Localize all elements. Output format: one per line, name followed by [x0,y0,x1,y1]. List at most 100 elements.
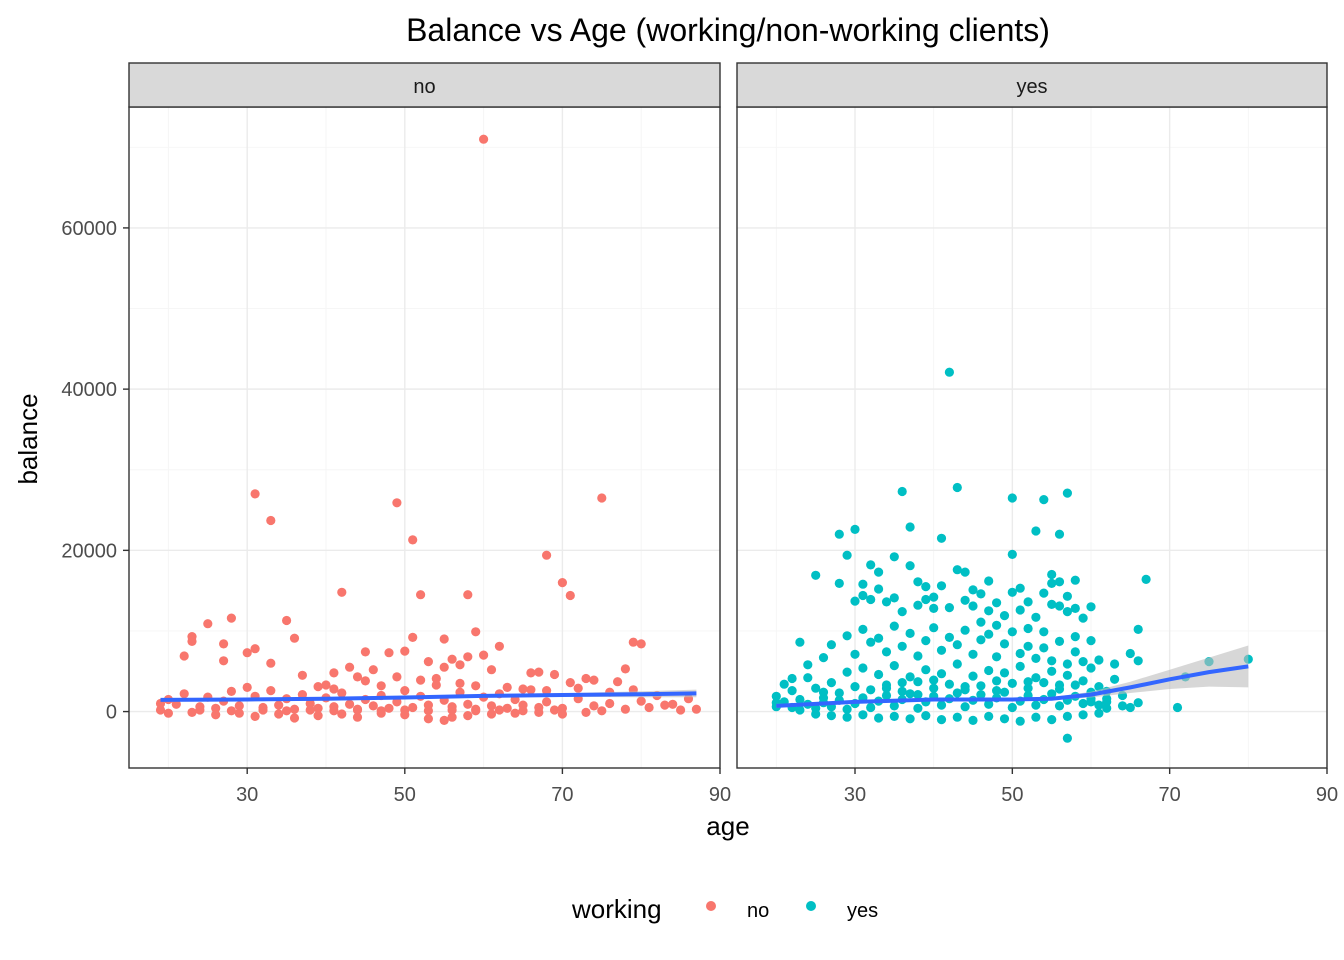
data-point [234,708,244,718]
points-yes [771,367,1253,743]
data-point [518,684,528,694]
data-point [952,482,962,493]
data-point [289,713,300,723]
data-point [250,644,260,654]
data-point [400,686,410,696]
data-point [992,620,1002,630]
data-point [219,656,229,666]
data-point [1078,710,1088,720]
data-point [1031,612,1041,622]
data-point [1133,698,1143,708]
data-point [968,649,978,659]
data-point [881,597,892,607]
data-point [1015,716,1025,726]
data-point [345,699,355,709]
data-point [337,709,347,719]
data-point [929,623,939,633]
x-tick-label: 70 [1159,784,1181,806]
data-point [297,690,307,700]
data-point [984,629,994,639]
data-point [811,683,821,693]
data-point [660,700,670,710]
legend: working no yes [571,894,878,924]
data-point [463,711,473,721]
data-point [479,650,489,660]
data-point [1047,656,1057,666]
data-point [534,707,544,718]
data-point [960,595,970,605]
data-point [211,703,221,713]
data-point [787,673,797,684]
data-point [447,654,457,664]
panel-no: no 30 50 70 90 0 20000 40000 60000 [61,62,731,806]
data-point [589,701,599,711]
data-point [913,577,923,587]
data-point [549,705,560,715]
data-point [305,698,315,709]
data-point [463,590,473,600]
data-point [818,687,829,697]
data-point [999,611,1010,621]
data-point [1047,689,1057,699]
data-point [858,590,868,601]
data-point [968,601,978,611]
data-point [984,711,994,722]
data-point [1039,588,1049,598]
data-point [1078,657,1088,667]
data-point [976,617,986,627]
data-point [384,703,394,713]
data-point [1054,601,1065,611]
data-point [179,689,189,699]
data-point [858,663,868,673]
data-point [1031,712,1041,722]
data-point [905,689,915,699]
data-point [1078,698,1088,709]
data-point [329,668,339,678]
data-point [1062,659,1072,669]
data-point [1125,648,1135,659]
data-point [952,688,962,698]
data-point [313,711,323,721]
data-point [999,687,1010,697]
data-point [258,705,268,715]
data-point [1062,591,1072,601]
data-point [936,581,947,591]
data-point [644,702,654,713]
data-point [542,697,552,707]
x-tick-label: 30 [844,784,866,806]
data-point [952,659,962,669]
data-point [850,524,860,535]
y-axis-title: balance [13,393,43,484]
data-point [960,625,970,635]
data-point [542,686,552,696]
data-point [471,706,481,716]
data-point [1054,701,1065,711]
data-point [1062,607,1072,617]
y-tick-label: 60000 [61,218,117,240]
data-point [455,678,465,689]
data-point [889,711,899,722]
data-point [992,676,1002,686]
data-point [1086,663,1096,673]
data-point [1007,587,1017,597]
data-point [913,690,923,700]
data-point [565,590,575,601]
facet-panels: no 30 50 70 90 0 20000 40000 60000 yes 30 50 70 90 [61,62,1338,806]
data-point [581,673,591,684]
data-point [1054,680,1065,690]
data-point [944,367,955,377]
data-point [1110,674,1120,684]
data-point [1007,678,1017,689]
data-point [368,701,378,711]
x-tick-label: 50 [394,784,416,806]
data-point [1015,661,1025,672]
data-point [795,705,805,715]
data-point [471,627,481,637]
data-point [921,665,931,675]
data-point [1023,597,1033,607]
data-point [408,702,418,713]
data-point [242,648,252,658]
data-point [897,607,907,617]
data-point [968,671,978,681]
data-point [557,578,568,588]
